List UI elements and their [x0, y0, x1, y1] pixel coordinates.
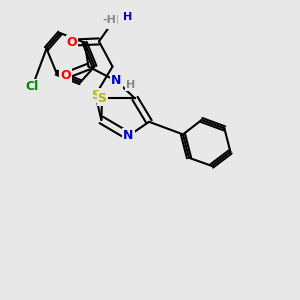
Text: N: N — [123, 129, 134, 142]
Text: O: O — [60, 69, 71, 82]
Text: H: H — [126, 80, 135, 91]
Text: N: N — [108, 14, 118, 28]
Text: -H: -H — [102, 15, 116, 26]
Text: S: S — [91, 88, 100, 102]
Text: N: N — [111, 74, 122, 88]
Text: S: S — [98, 92, 106, 105]
Text: O: O — [67, 36, 77, 49]
Text: H: H — [123, 12, 132, 22]
Text: Cl: Cl — [26, 80, 39, 93]
